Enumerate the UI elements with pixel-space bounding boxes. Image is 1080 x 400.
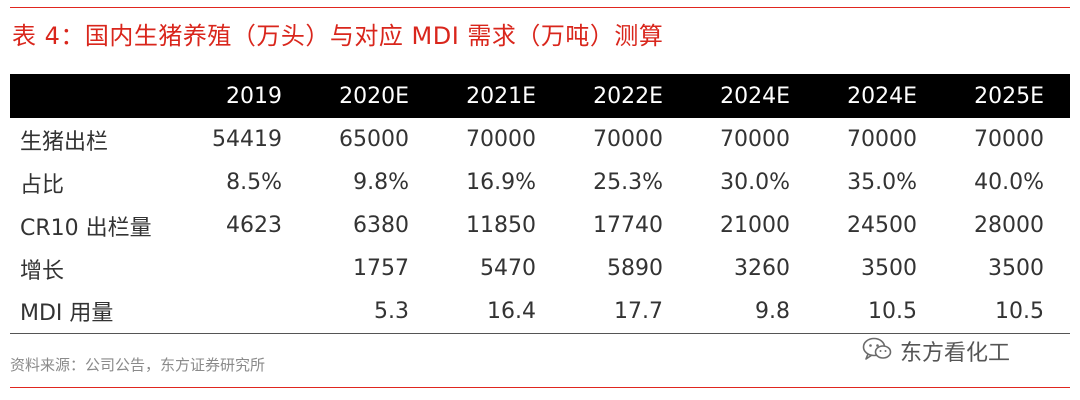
table-row: MDI 用量 5.3 16.4 17.7 9.8 10.5 10.5 [10,290,1070,334]
table-cell: 8.5% [226,170,282,195]
table-cell: 10.5 [816,290,943,334]
column-header: 2019 [226,83,282,109]
table-cell: 65000 [339,127,409,152]
table-cell: 5890 [607,256,663,281]
table-cell: 21000 [720,213,790,238]
table-cell: 30.0% [720,170,790,195]
data-table-container: 2019 2020E 2021E 2022E 2024E 2024E 2025E… [10,74,1070,334]
table-cell: 9.8 [689,290,816,334]
row-label: 生猪出栏 [20,129,109,155]
column-header: 2024E [720,83,790,109]
table-cell: 70000 [466,127,536,152]
table-row: 生猪出栏 54419 65000 70000 70000 70000 70000… [10,118,1070,161]
table-cell: 54419 [212,127,282,152]
watermark-text: 东方看化工 [900,341,1011,366]
column-header: 2025E [974,83,1044,109]
table-cell: 17740 [593,213,663,238]
table-cell: 70000 [847,127,917,152]
table-cell: 11850 [466,213,536,238]
column-header: 2024E [847,83,917,109]
top-rule [10,7,1070,8]
table-row: CR10 出栏量 4623 6380 11850 17740 21000 245… [10,204,1070,247]
watermark: 东方看化工 [862,335,1010,367]
table-cell: 3260 [734,256,790,281]
wechat-icon [862,336,892,366]
table-cell: 5.3 [308,290,435,334]
table-cell [200,247,308,290]
table-cell: 28000 [974,213,1044,238]
table-cell: 1757 [353,256,409,281]
table-cell: 10.5 [943,290,1070,334]
source-note: 资料来源：公司公告，东方证券研究所 [10,356,266,374]
table-cell: 70000 [720,127,790,152]
table-header-row: 2019 2020E 2021E 2022E 2024E 2024E 2025E [10,74,1070,118]
column-header: 2020E [339,83,409,109]
bottom-rule [10,387,1070,388]
table-title: 表 4：国内生猪养殖（万头）与对应 MDI 需求（万吨）测算 [12,22,664,50]
row-label: MDI 用量 [10,290,200,334]
data-table: 2019 2020E 2021E 2022E 2024E 2024E 2025E… [10,74,1070,334]
table-cell: 70000 [974,127,1044,152]
table-row: 增长 1757 5470 5890 3260 3500 3500 [10,247,1070,290]
table-cell: 16.9% [466,170,536,195]
table-row: 占比 8.5% 9.8% 16.9% 25.3% 30.0% 35.0% 40.… [10,161,1070,204]
table-cell: 3500 [988,256,1044,281]
table-cell: 17.7 [562,290,689,334]
table-cell: 3500 [861,256,917,281]
table-cell: 4623 [226,213,282,238]
table-cell: 24500 [847,213,917,238]
table-cell: 16.4 [435,290,562,334]
table-cell: 5470 [480,256,536,281]
table-cell: 35.0% [847,170,917,195]
row-label: CR10 出栏量 [20,215,152,241]
column-header: 2021E [466,83,536,109]
table-cell: 6380 [353,213,409,238]
table-cell: 25.3% [593,170,663,195]
table-cell: 9.8% [353,170,409,195]
table-cell: 40.0% [974,170,1044,195]
column-header: 2022E [593,83,663,109]
table-cell: 70000 [593,127,663,152]
column-header [10,74,200,118]
row-label: 增长 [20,258,65,284]
row-label: 占比 [20,172,65,198]
table-cell [200,290,308,334]
